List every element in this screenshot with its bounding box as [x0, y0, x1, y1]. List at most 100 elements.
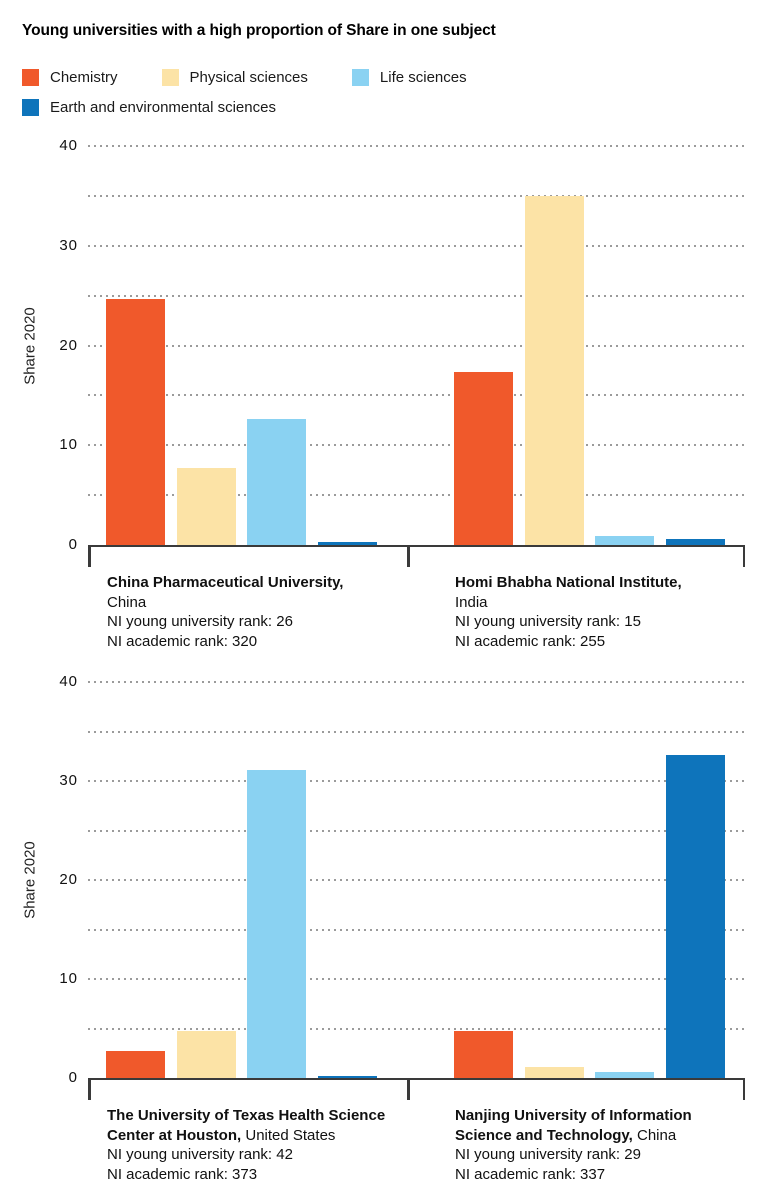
group-label-line: India	[455, 593, 757, 613]
group-label-text: NI academic rank: 320	[107, 632, 258, 650]
group-label-line: Science and Technology, China	[455, 1126, 757, 1146]
group-label-text: NI young university rank: 26	[107, 613, 293, 630]
gridline	[88, 444, 745, 447]
y-tick-label: 40	[59, 137, 78, 154]
legend-label: Chemistry	[50, 68, 118, 86]
group-label-line: Homi Bhabha National Institute,	[455, 573, 757, 593]
x-axis-line	[88, 1077, 745, 1080]
group-label-text: NI young university rank: 42	[107, 1146, 293, 1163]
axis-bracket-tick	[407, 1078, 410, 1100]
bar-chemistry	[106, 1051, 165, 1078]
group-label-line: NI academic rank: 337	[455, 1165, 757, 1185]
group-label-text: China	[632, 1126, 677, 1144]
bar-physical-sciences	[176, 468, 236, 545]
group-label-line: Nanjing University of Information	[455, 1106, 757, 1126]
gridline	[88, 879, 745, 881]
gridline	[88, 1027, 745, 1030]
bar-chemistry	[106, 298, 165, 545]
bar-physical-sciences	[176, 1031, 236, 1078]
group-label: China Pharmaceutical University, China NI …	[107, 573, 409, 651]
group-label-text: United States	[241, 1126, 336, 1144]
group-label-text: NI academic rank: 337	[455, 1165, 606, 1183]
gridline	[88, 494, 745, 497]
y-tick-label: 20	[59, 336, 78, 354]
legend-label: Physical sciences	[189, 68, 308, 86]
y-tick-label: 30	[59, 236, 78, 254]
bar-physical-sciences	[524, 1067, 584, 1078]
gridline	[88, 780, 745, 782]
group-label-text: India	[455, 593, 488, 611]
group-label-text: Center at Houston,	[107, 1126, 242, 1144]
y-tick-label: 0	[68, 536, 78, 553]
group-label-line: NI young university rank: 29	[455, 1145, 757, 1165]
group-label: The University of Texas Health Science Ce…	[107, 1106, 409, 1184]
gridline	[88, 194, 745, 197]
figure-title: Young universities with a high proportio…	[22, 22, 496, 39]
gridline	[88, 829, 745, 832]
group-label-text: Homi Bhabha National Institute,	[455, 574, 682, 591]
bar-life-sciences	[595, 536, 655, 545]
group-label-text: Science and Technology,	[455, 1126, 633, 1144]
gridline	[88, 344, 745, 347]
gridline	[88, 928, 745, 931]
legend-row-1: Chemistry Physical sciences Life sciences	[22, 67, 467, 87]
legend-swatch-icon	[161, 68, 179, 86]
axis-bracket-tick	[742, 545, 745, 567]
gridline	[88, 294, 745, 297]
group-label-line: NI academic rank: 255	[455, 632, 757, 652]
group-label-line: NI academic rank: 373	[107, 1165, 409, 1185]
legend-swatch-icon	[22, 98, 39, 116]
bar-chemistry	[454, 372, 513, 545]
y-tick-label: 30	[59, 772, 78, 789]
gridline	[88, 244, 745, 247]
y-tick-label: 10	[59, 436, 78, 454]
legend-item-chemistry: Chemistry	[22, 68, 118, 86]
group-label-text: China Pharmaceutical University,	[107, 574, 344, 591]
gridline	[88, 145, 745, 147]
bar-physical-sciences	[524, 195, 584, 545]
group-label-line: NI academic rank: 320	[107, 632, 409, 652]
group-label-text: NI academic rank: 255	[455, 632, 606, 650]
legend-item-life-sciences: Life sciences	[351, 68, 467, 86]
bar-chemistry	[454, 1031, 513, 1078]
bar-earth-and-environmental-sciences	[665, 755, 725, 1078]
legend-label: Life sciences	[379, 68, 467, 86]
group-label: Nanjing University of Information Science…	[455, 1106, 757, 1184]
y-tick-label: 40	[59, 673, 78, 690]
group-label-text: NI academic rank: 373	[107, 1165, 258, 1183]
bar-earth-and-environmental-sciences	[665, 539, 725, 545]
bar-life-sciences	[247, 419, 307, 545]
y-tick-label: 0	[68, 1069, 78, 1086]
group-label-text: NI young university rank: 15	[455, 613, 641, 630]
legend-swatch-icon	[22, 68, 39, 86]
axis-bracket-tick	[407, 545, 410, 567]
bar-life-sciences	[247, 770, 307, 1078]
bar-life-sciences	[595, 1072, 655, 1078]
axis-bracket-tick	[742, 1078, 745, 1100]
y-tick-label: 20	[59, 871, 78, 888]
legend-item-earth-and-environmental-sciences: Earth and environmental sciences	[22, 98, 276, 116]
group-label-text: The University of Texas Health Science	[107, 1107, 386, 1124]
legend-label: Earth and environmental sciences	[50, 98, 276, 116]
group-label-line: Center at Houston, United States	[107, 1126, 409, 1146]
axis-bracket-tick	[88, 1078, 91, 1100]
group-label-line: NI young university rank: 42	[107, 1145, 409, 1165]
gridline	[88, 681, 745, 683]
legend-row-2: Earth and environmental sciences	[22, 97, 276, 117]
group-label-line: The University of Texas Health Science	[107, 1106, 409, 1126]
axis-bracket-tick	[88, 545, 91, 567]
x-axis-line	[88, 544, 745, 547]
group-label-text: China	[107, 593, 147, 611]
group-label-line: NI young university rank: 15	[455, 612, 757, 632]
gridline	[88, 394, 745, 397]
group-label: Homi Bhabha National Institute, India NI y…	[455, 573, 757, 651]
gridline	[88, 978, 745, 980]
bar-earth-and-environmental-sciences	[317, 1076, 377, 1078]
gridline	[88, 730, 745, 733]
legend-item-physical-sciences: Physical sciences	[161, 68, 308, 86]
group-label-line: China	[107, 593, 409, 613]
group-label-line: China Pharmaceutical University,	[107, 573, 409, 593]
